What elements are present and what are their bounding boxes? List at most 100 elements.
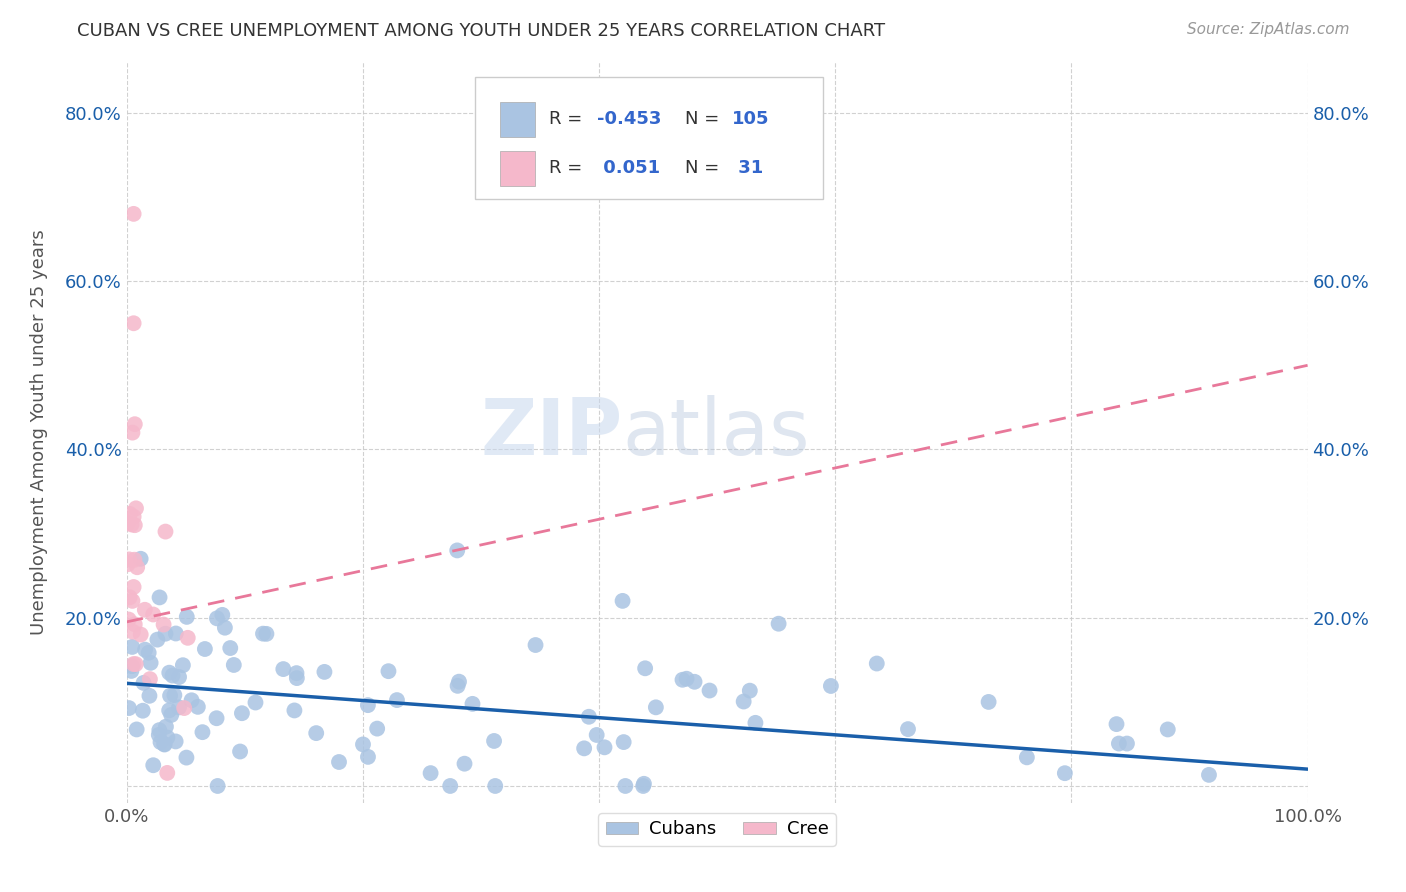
Point	[118, 701, 141, 715]
Point	[180, 693, 202, 707]
Point	[155, 720, 177, 734]
Point	[153, 738, 176, 752]
Point	[897, 722, 920, 736]
Point	[121, 659, 143, 673]
Point	[153, 737, 176, 751]
Point	[134, 642, 156, 657]
Point	[187, 699, 209, 714]
Point	[744, 715, 766, 730]
Point	[285, 671, 308, 685]
Point	[768, 616, 790, 631]
Point	[482, 734, 505, 748]
Point	[194, 642, 217, 657]
Point	[156, 765, 179, 780]
Point	[614, 779, 637, 793]
Text: CUBAN VS CREE UNEMPLOYMENT AMONG YOUTH UNDER 25 YEARS CORRELATION CHART: CUBAN VS CREE UNEMPLOYMENT AMONG YOUTH U…	[77, 22, 886, 40]
Point	[254, 627, 277, 641]
Point	[142, 758, 165, 772]
Point	[439, 779, 461, 793]
Point	[118, 591, 141, 605]
Point	[138, 646, 160, 660]
Point	[699, 683, 721, 698]
Text: N =: N =	[685, 111, 725, 128]
Bar	[499, 151, 536, 186]
Point	[585, 728, 607, 742]
Point	[129, 551, 152, 566]
Point	[572, 741, 595, 756]
Point	[125, 723, 148, 737]
Point	[357, 698, 380, 713]
Point	[167, 670, 190, 684]
Point	[152, 617, 174, 632]
Point	[172, 658, 194, 673]
Y-axis label: Unemployment Among Youth under 25 years: Unemployment Among Youth under 25 years	[30, 230, 48, 635]
Point	[634, 661, 657, 675]
Point	[122, 657, 145, 671]
Point	[1157, 723, 1180, 737]
Point	[125, 501, 148, 516]
Point	[866, 657, 889, 671]
Point	[155, 626, 177, 640]
Text: 0.051: 0.051	[596, 160, 659, 178]
Point	[125, 657, 148, 672]
Point	[314, 665, 336, 679]
Point	[671, 673, 693, 687]
Point	[148, 723, 170, 738]
Point	[219, 640, 242, 655]
Point	[117, 516, 139, 530]
Point	[165, 734, 187, 748]
Point	[613, 735, 636, 749]
Text: atlas: atlas	[623, 394, 810, 471]
Point	[1198, 768, 1220, 782]
Point	[977, 695, 1000, 709]
Point	[173, 701, 195, 715]
Point	[252, 626, 274, 640]
Point	[148, 591, 170, 605]
Text: ZIP: ZIP	[481, 394, 623, 471]
Point	[283, 703, 305, 717]
Point	[122, 316, 145, 330]
Point	[366, 722, 388, 736]
Text: R =: R =	[550, 160, 588, 178]
Text: Source: ZipAtlas.com: Source: ZipAtlas.com	[1187, 22, 1350, 37]
Point	[121, 640, 143, 654]
Point	[1015, 750, 1038, 764]
Point	[644, 700, 666, 714]
Point	[484, 779, 506, 793]
Point	[124, 417, 146, 432]
Point	[357, 750, 380, 764]
FancyBboxPatch shape	[475, 78, 824, 200]
Point	[733, 694, 755, 708]
Point	[820, 679, 842, 693]
Point	[675, 672, 697, 686]
Point	[633, 777, 655, 791]
Point	[419, 766, 441, 780]
Point	[155, 524, 177, 539]
Point	[162, 668, 184, 682]
Point	[578, 710, 600, 724]
Point	[121, 425, 143, 440]
Point	[285, 666, 308, 681]
Point	[117, 558, 139, 572]
Legend: Cubans, Cree: Cubans, Cree	[599, 814, 835, 846]
Point	[205, 611, 228, 625]
Point	[245, 696, 267, 710]
Point	[1116, 737, 1139, 751]
Point	[159, 689, 181, 703]
Text: 105: 105	[733, 111, 770, 128]
Point	[612, 594, 634, 608]
Point	[167, 700, 190, 714]
Point	[1053, 766, 1076, 780]
Point	[129, 627, 152, 641]
Point	[683, 674, 706, 689]
Point	[127, 560, 149, 574]
Text: 31: 31	[733, 160, 763, 178]
Bar	[499, 102, 536, 137]
Point	[122, 207, 145, 221]
Point	[211, 607, 233, 622]
Point	[134, 603, 156, 617]
Point	[385, 693, 408, 707]
Point	[118, 613, 141, 627]
Point	[156, 731, 179, 745]
Point	[177, 631, 200, 645]
